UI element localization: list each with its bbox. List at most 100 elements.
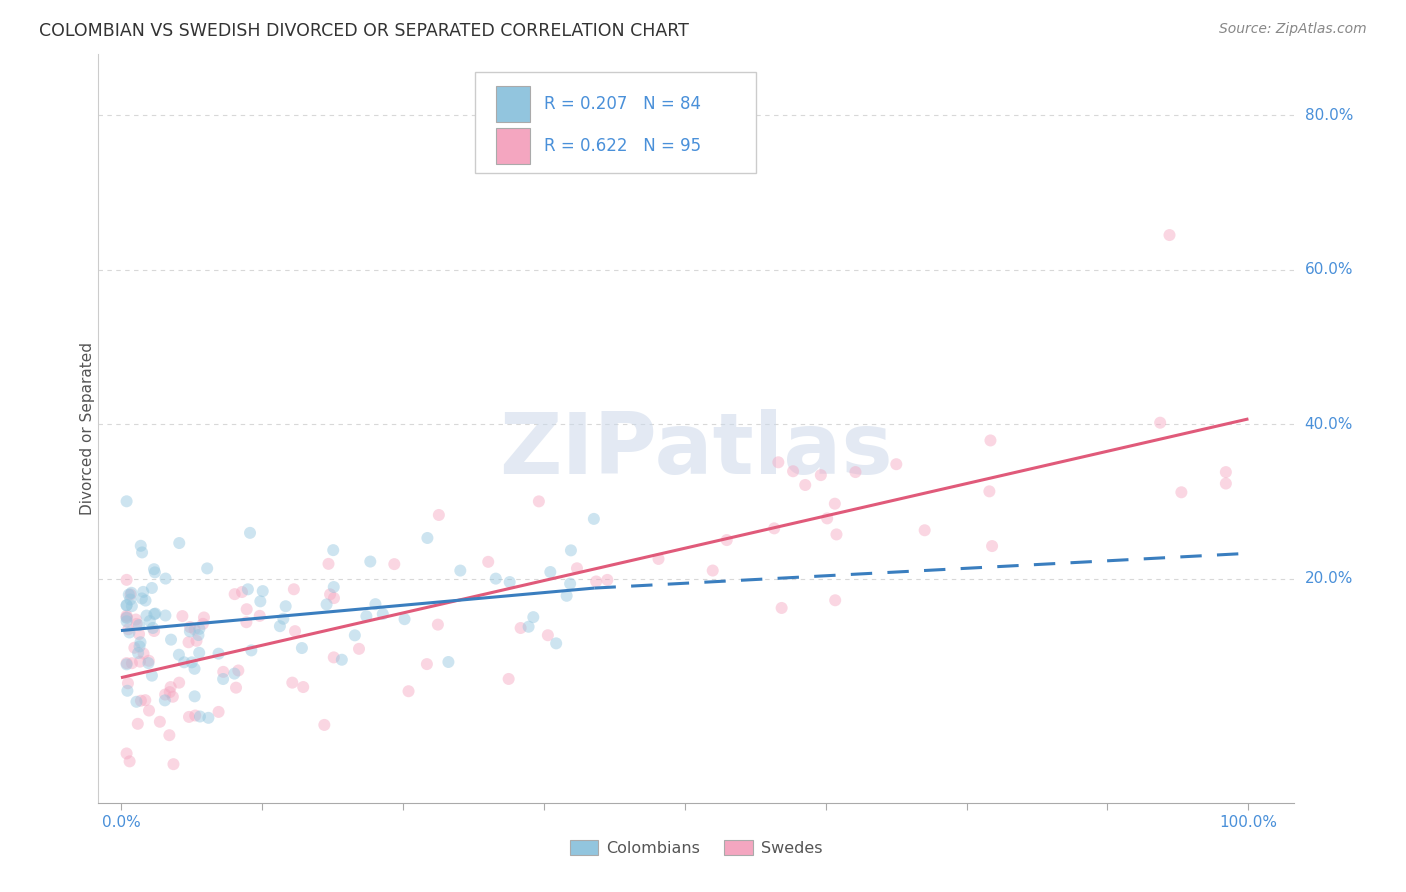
Point xyxy=(343,628,366,642)
Point xyxy=(115,599,138,613)
Point xyxy=(127,716,149,731)
Point xyxy=(236,582,259,597)
Point xyxy=(162,757,184,772)
Point xyxy=(193,610,215,624)
Point xyxy=(117,676,139,690)
Point xyxy=(115,573,138,587)
Point xyxy=(810,468,832,483)
Point xyxy=(824,593,846,607)
Point xyxy=(183,623,205,637)
Point xyxy=(427,508,450,522)
Point xyxy=(195,561,218,575)
Point xyxy=(1149,416,1171,430)
Point xyxy=(322,580,344,594)
Point xyxy=(159,685,181,699)
Point xyxy=(207,705,229,719)
Point xyxy=(173,655,195,669)
Point xyxy=(382,557,405,571)
Point xyxy=(207,647,229,661)
Point xyxy=(517,620,540,634)
Point xyxy=(143,607,166,621)
Point xyxy=(155,608,177,623)
Point xyxy=(115,747,138,761)
Point xyxy=(186,633,208,648)
Point xyxy=(979,434,1001,448)
Point xyxy=(356,609,378,624)
Point xyxy=(322,650,344,665)
Point xyxy=(252,584,274,599)
Point xyxy=(159,680,181,694)
Point xyxy=(131,545,153,559)
Point xyxy=(128,640,150,654)
Point xyxy=(585,574,607,589)
Point xyxy=(157,728,180,742)
Text: 40.0%: 40.0% xyxy=(1305,417,1353,432)
Point xyxy=(125,695,148,709)
Point xyxy=(188,709,211,723)
Point xyxy=(115,656,138,670)
Text: Source: ZipAtlas.com: Source: ZipAtlas.com xyxy=(1219,22,1367,37)
Point xyxy=(179,620,201,634)
Point xyxy=(235,615,257,630)
Point xyxy=(228,664,250,678)
Point xyxy=(647,552,669,566)
Point xyxy=(115,608,138,623)
Point xyxy=(824,497,846,511)
Point xyxy=(162,690,184,704)
Point xyxy=(160,632,183,647)
Point xyxy=(249,608,271,623)
Point xyxy=(702,564,724,578)
Point xyxy=(115,598,138,612)
Point xyxy=(330,653,353,667)
Y-axis label: Divorced or Separated: Divorced or Separated xyxy=(80,342,94,515)
Point xyxy=(125,616,148,631)
Point xyxy=(825,527,848,541)
Point xyxy=(274,599,297,614)
Point xyxy=(131,591,153,606)
Point xyxy=(121,656,143,670)
Point xyxy=(138,704,160,718)
Point xyxy=(582,512,605,526)
Point xyxy=(273,612,295,626)
Point xyxy=(546,636,568,650)
Point xyxy=(239,525,262,540)
Point xyxy=(167,675,190,690)
Point xyxy=(143,607,166,621)
Point xyxy=(240,643,263,657)
Point xyxy=(347,641,370,656)
Point xyxy=(979,484,1001,499)
Point xyxy=(153,693,176,707)
Point xyxy=(128,618,150,632)
Point xyxy=(498,672,520,686)
Point xyxy=(118,588,141,602)
Point xyxy=(115,610,138,624)
Point xyxy=(172,609,194,624)
Point xyxy=(269,619,291,633)
Point xyxy=(188,622,211,636)
Point xyxy=(143,566,166,580)
Point xyxy=(141,581,163,595)
Point xyxy=(139,614,162,628)
Point xyxy=(142,621,165,635)
Point xyxy=(1215,465,1237,479)
Point xyxy=(143,624,166,638)
Point xyxy=(794,478,817,492)
Point xyxy=(538,565,561,579)
Point xyxy=(212,665,235,679)
Point xyxy=(437,655,460,669)
Point xyxy=(132,647,155,661)
Text: ZIPatlas: ZIPatlas xyxy=(499,409,893,492)
Point xyxy=(537,628,560,642)
Point xyxy=(596,573,619,587)
Point xyxy=(914,523,936,537)
Point xyxy=(292,680,315,694)
Point xyxy=(129,539,152,553)
Point xyxy=(155,572,177,586)
Point xyxy=(184,708,207,723)
Text: 20.0%: 20.0% xyxy=(1305,571,1353,586)
Point xyxy=(560,576,582,591)
Point xyxy=(180,656,202,670)
Point xyxy=(120,586,142,600)
Point xyxy=(323,591,346,605)
Point xyxy=(283,582,305,597)
